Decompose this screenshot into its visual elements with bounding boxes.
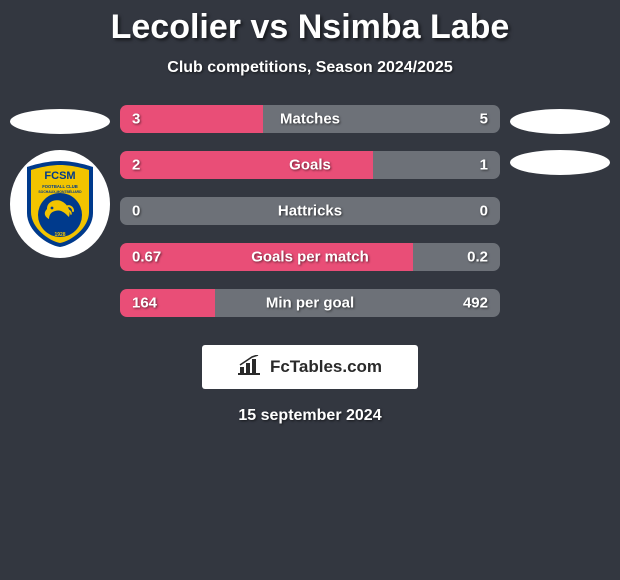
bar-stat-label: Goals [289, 157, 331, 174]
comparison-area: FCSM FOOTBALL CLUB SOCHAUX-MONTBÉLIARD 1… [0, 105, 620, 317]
bar-right-value: 5 [480, 111, 488, 128]
bar-stat-label: Min per goal [266, 295, 354, 312]
stat-bar: 0.67 0.2 Goals per match [120, 243, 500, 271]
bar-left-value: 2 [132, 157, 140, 174]
svg-text:FCSM: FCSM [44, 170, 75, 182]
bar-left-segment [120, 105, 263, 133]
bar-stat-label: Hattricks [278, 203, 342, 220]
subtitle: Club competitions, Season 2024/2025 [0, 59, 620, 77]
stat-bar: 2 1 Goals [120, 151, 500, 179]
bar-right-value: 0 [480, 203, 488, 220]
brand-badge: FcTables.com [202, 345, 418, 389]
bar-left-value: 0 [132, 203, 140, 220]
page-title: Lecolier vs Nsimba Labe [0, 8, 620, 47]
right-player-column [510, 105, 610, 175]
date-label: 15 september 2024 [0, 407, 620, 425]
stat-bars: 3 5 Matches 2 1 Goals 0 0 Hattricks 0.67 0.2 Goals … [110, 105, 510, 317]
bar-left-value: 3 [132, 111, 140, 128]
bar-right-value: 1 [480, 157, 488, 174]
bar-stat-label: Goals per match [251, 249, 369, 266]
svg-text:FOOTBALL CLUB: FOOTBALL CLUB [42, 184, 78, 189]
bar-stat-label: Matches [280, 111, 340, 128]
bar-left-segment [120, 151, 373, 179]
bar-right-value: 0.2 [467, 249, 488, 266]
svg-text:1928: 1928 [54, 232, 65, 238]
stat-bar: 3 5 Matches [120, 105, 500, 133]
left-club-badge: FCSM FOOTBALL CLUB SOCHAUX-MONTBÉLIARD 1… [10, 150, 110, 258]
club-shield-icon: FCSM FOOTBALL CLUB SOCHAUX-MONTBÉLIARD 1… [21, 159, 99, 249]
bar-right-value: 492 [463, 295, 488, 312]
right-player-avatar [510, 109, 610, 134]
chart-icon [238, 355, 264, 380]
stat-bar: 164 492 Min per goal [120, 289, 500, 317]
bar-left-value: 0.67 [132, 249, 161, 266]
stat-bar: 0 0 Hattricks [120, 197, 500, 225]
right-club-badge [510, 150, 610, 175]
left-player-avatar [10, 109, 110, 134]
bar-left-value: 164 [132, 295, 157, 312]
left-player-column: FCSM FOOTBALL CLUB SOCHAUX-MONTBÉLIARD 1… [10, 105, 110, 258]
brand-text: FcTables.com [270, 357, 382, 377]
bar-right-segment [215, 289, 500, 317]
